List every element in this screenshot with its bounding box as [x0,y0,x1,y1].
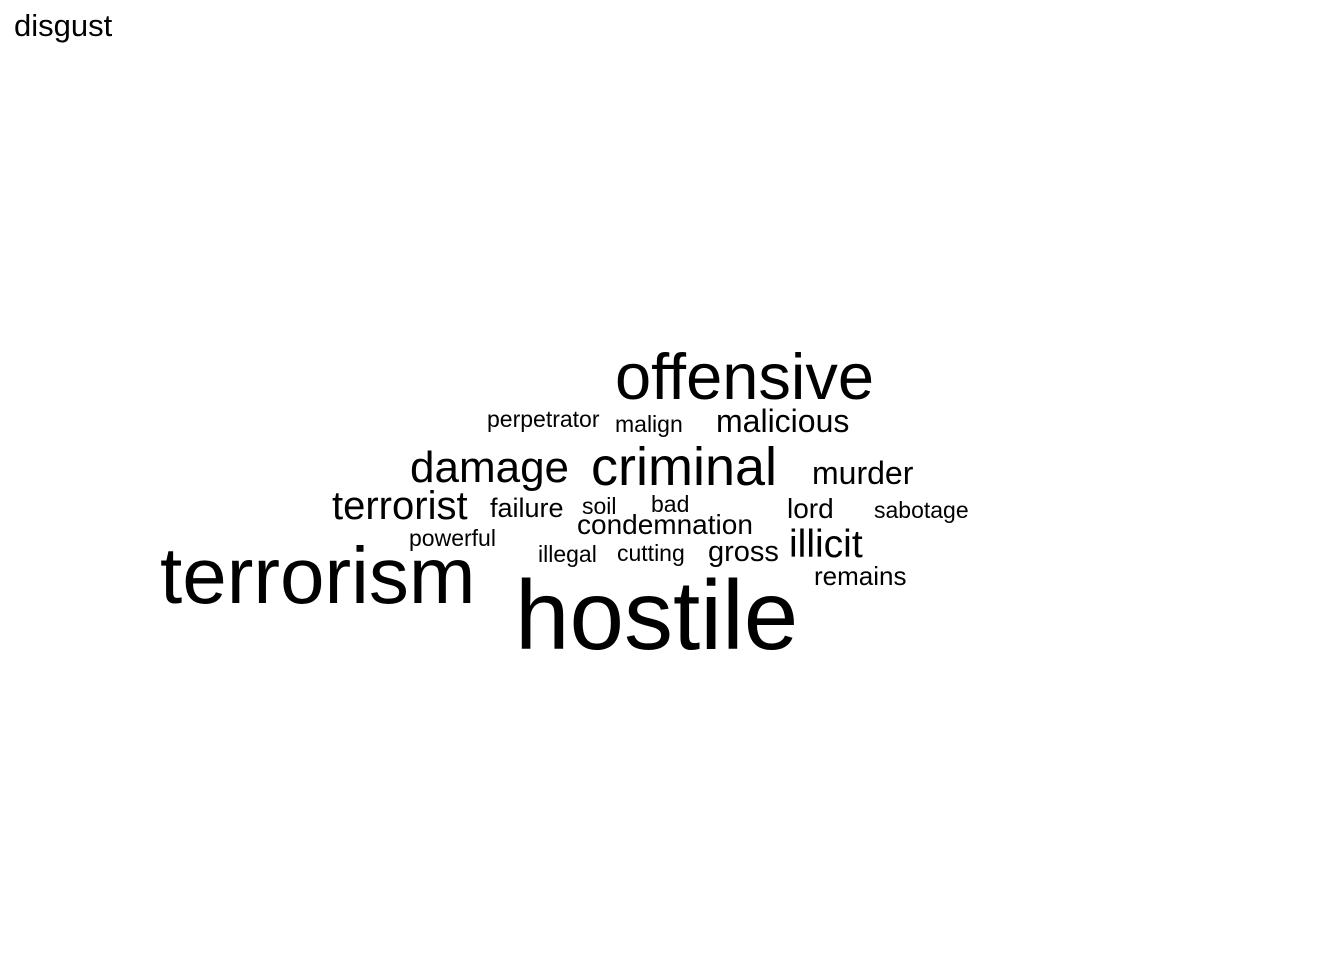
word-gross: gross [708,536,779,568]
word-malicious: malicious [716,403,850,439]
word-lord: lord [787,493,834,524]
word-hostile: hostile [515,560,799,670]
word-bad: bad [651,491,690,517]
word-powerful: powerful [409,525,496,551]
word-murder: murder [812,455,914,491]
word-sabotage: sabotage [874,497,969,523]
word-remains: remains [814,561,907,591]
word-cutting: cutting [617,540,685,566]
word-malign: malign [615,411,683,437]
word-terrorist: terrorist [332,484,468,528]
word-perpetrator: perpetrator [487,406,600,432]
word-damage: damage [410,443,570,492]
word-terrorism: terrorism [160,531,476,620]
word-illicit: illicit [789,523,863,566]
word-failure: failure [490,493,564,523]
word-criminal: criminal [591,437,778,497]
word-soil: soil [582,493,617,519]
word-condemnation: condemnation [577,509,753,540]
word-offensive: offensive [615,340,874,413]
plot-title: disgust [14,8,113,43]
word-illegal: illegal [538,541,597,567]
